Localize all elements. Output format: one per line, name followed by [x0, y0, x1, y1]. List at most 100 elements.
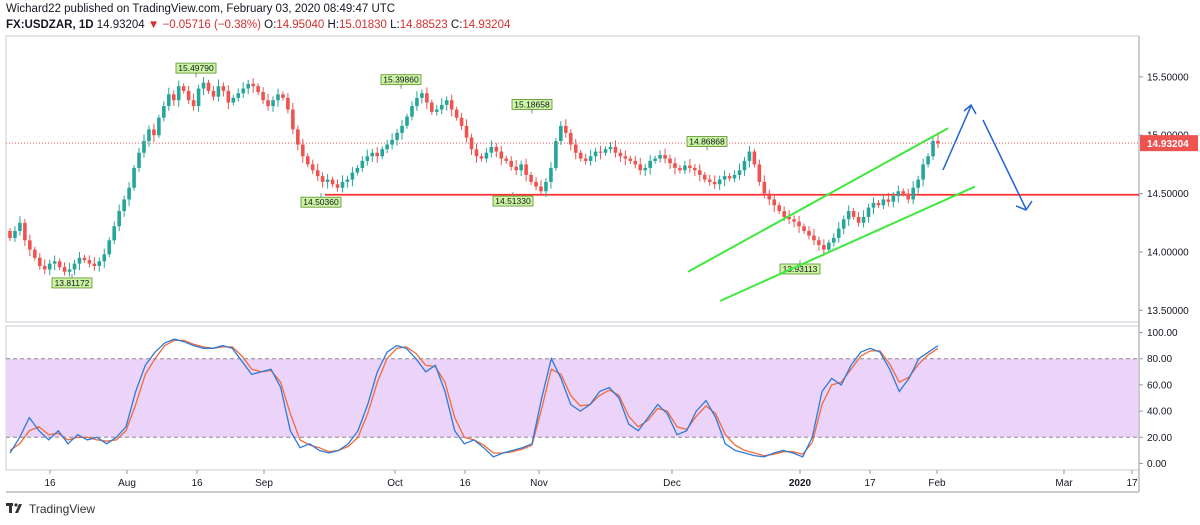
- time-tick-label: Oct: [387, 478, 403, 489]
- candle-body: [787, 216, 791, 220]
- annotation-box: [300, 196, 342, 208]
- annotation-label: 15.49790: [178, 63, 214, 73]
- open-label: O:: [264, 19, 277, 31]
- candle-body: [638, 164, 643, 171]
- candle-body: [891, 195, 896, 202]
- low-label: L:: [390, 19, 400, 31]
- candle-body: [176, 86, 181, 101]
- symbol-label[interactable]: FX:USDZAR, 1D: [6, 19, 94, 31]
- stoch-k-line: [9, 338, 939, 458]
- candle-body: [876, 202, 881, 206]
- candle-body: [97, 261, 102, 266]
- candle-body: [752, 151, 757, 165]
- candle-body: [286, 97, 290, 110]
- candle-body: [807, 230, 811, 236]
- candle-body: [856, 216, 861, 223]
- annotation-box: [175, 62, 217, 74]
- candle-body: [375, 152, 380, 157]
- candle-body: [906, 193, 911, 200]
- candle-body: [802, 226, 806, 231]
- candle-body: [425, 93, 429, 103]
- low-value: 14.88523: [399, 19, 448, 31]
- candle-body: [469, 137, 474, 150]
- candle-body: [271, 100, 275, 107]
- time-tick-label: 17: [864, 478, 876, 489]
- candle-body: [444, 100, 449, 105]
- annotation-label: 14.51330: [495, 196, 531, 206]
- candle-body: [757, 164, 762, 182]
- candle-body: [827, 242, 831, 250]
- candle-body: [653, 158, 657, 161]
- candle-body: [459, 117, 464, 126]
- candle-body: [52, 261, 57, 264]
- candle-body: [251, 83, 255, 87]
- candle-body: [568, 132, 573, 145]
- candle-body: [544, 181, 548, 192]
- candle-body: [87, 260, 92, 264]
- time-tick-label: 17: [1126, 478, 1138, 489]
- time-tick-label: 16: [459, 478, 471, 489]
- candle-body: [18, 222, 22, 231]
- candle-body: [77, 257, 82, 264]
- candle-body: [534, 181, 538, 187]
- candle-body: [603, 149, 608, 153]
- candle-body: [420, 93, 424, 98]
- candle-body: [702, 174, 707, 180]
- candle-body: [300, 144, 305, 157]
- candle-body: [434, 109, 439, 112]
- candle-body: [340, 181, 345, 188]
- tradingview-logo-icon: [6, 503, 22, 513]
- price-pane-frame: [5, 35, 1140, 323]
- time-tick-label: Mar: [1055, 478, 1073, 489]
- candle-body: [514, 166, 518, 171]
- candle-body: [846, 211, 851, 220]
- price-tick-label: 14.50000: [1147, 189, 1189, 200]
- candle-body: [162, 106, 166, 118]
- candle-body: [693, 167, 697, 171]
- price-tick-label: 13.50000: [1147, 306, 1189, 317]
- candle-body: [886, 199, 891, 202]
- candle-body: [707, 179, 712, 182]
- channel-upper-line: [687, 127, 949, 273]
- candle-body: [320, 176, 325, 182]
- candle-body: [643, 167, 648, 171]
- time-tick-label: Dec: [663, 478, 681, 489]
- candle-body: [28, 240, 32, 250]
- candle-body: [107, 240, 112, 255]
- candle-body: [812, 235, 816, 241]
- candle-body: [524, 164, 528, 175]
- candle-body: [588, 156, 593, 161]
- candle-body: [360, 160, 365, 168]
- candle-body: [782, 211, 786, 217]
- candle-body: [663, 155, 667, 159]
- candle-body: [678, 167, 682, 171]
- annotation-box: [51, 277, 93, 289]
- candle-body: [231, 97, 236, 103]
- candle-body: [8, 230, 12, 238]
- candle-body: [598, 151, 603, 153]
- annotation-label: 13.93113: [783, 264, 818, 274]
- candle-body: [355, 167, 360, 173]
- candle-body: [454, 109, 459, 118]
- candle-body: [23, 222, 27, 241]
- candle-body: [593, 151, 598, 157]
- candle-body: [474, 149, 479, 157]
- candle-body: [931, 141, 935, 157]
- candle-body: [648, 160, 652, 168]
- footer-brand[interactable]: TradingView: [6, 502, 95, 516]
- candle-body: [822, 244, 826, 250]
- candle-body: [47, 263, 52, 270]
- candle-body: [851, 211, 856, 217]
- candle-body: [410, 106, 414, 117]
- candle-body: [236, 93, 241, 98]
- high-label: H:: [327, 19, 339, 31]
- candle-body: [499, 151, 504, 159]
- stoch-tick-label: 0.00: [1147, 459, 1167, 470]
- candle-body: [400, 125, 404, 133]
- candle-body: [415, 97, 419, 107]
- stoch-tick-label: 80.00: [1147, 354, 1172, 365]
- stoch-tick-label: 100.00: [1147, 328, 1178, 339]
- current-price-badge: [1140, 135, 1198, 152]
- candle-body: [385, 144, 389, 150]
